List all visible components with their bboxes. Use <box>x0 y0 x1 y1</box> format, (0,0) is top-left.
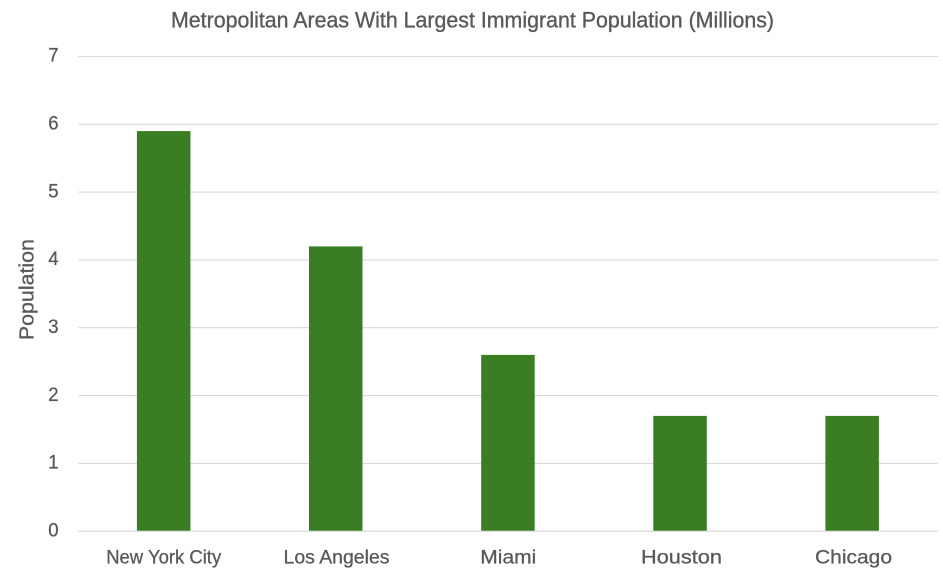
svg-text:2: 2 <box>48 384 58 406</box>
svg-text:3: 3 <box>48 316 58 338</box>
svg-text:Houston: Houston <box>641 547 722 569</box>
svg-text:1: 1 <box>48 452 58 474</box>
svg-text:Miami: Miami <box>480 547 536 569</box>
svg-text:Chicago: Chicago <box>815 547 892 569</box>
svg-text:New York City: New York City <box>106 547 221 569</box>
svg-text:Los Angeles: Los Angeles <box>284 547 390 569</box>
svg-text:4: 4 <box>48 248 58 270</box>
svg-text:Metropolitan Areas With Larges: Metropolitan Areas With Largest Immigran… <box>171 8 774 33</box>
svg-text:6: 6 <box>48 113 58 135</box>
svg-text:7: 7 <box>48 45 58 67</box>
svg-text:5: 5 <box>48 180 58 202</box>
svg-text:Population: Population <box>17 239 39 340</box>
svg-text:0: 0 <box>48 519 58 541</box>
